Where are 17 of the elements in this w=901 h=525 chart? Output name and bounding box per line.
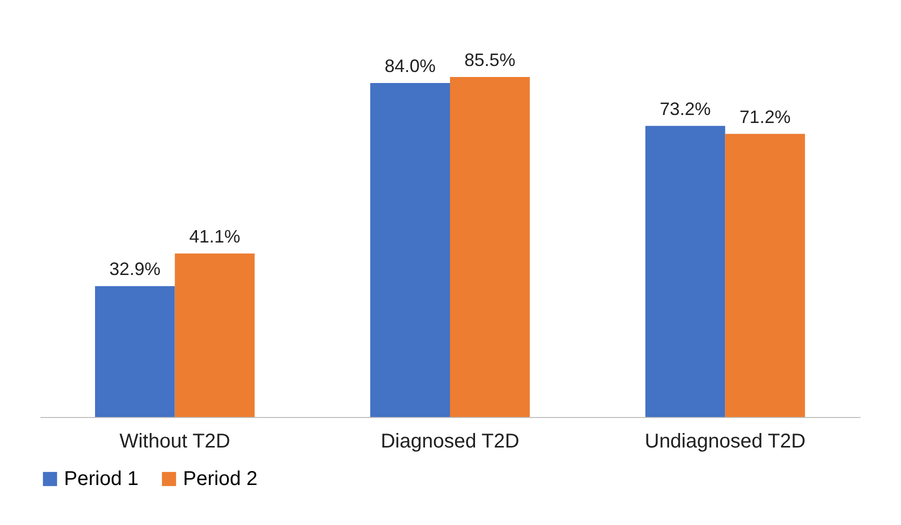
legend-label: Period 2: [183, 468, 258, 490]
bar: [645, 126, 726, 417]
data-label: 71.2%: [740, 106, 791, 127]
data-label: 32.9%: [109, 259, 160, 280]
data-label: 85.5%: [464, 50, 516, 70]
bar: [174, 254, 255, 417]
data-label: 41.1%: [189, 226, 240, 247]
data-label: 84.0%: [384, 56, 436, 76]
x-tick-label: Without T2D: [119, 430, 230, 452]
x-tick-label: Diagnosed T2D: [380, 430, 520, 452]
bar: [725, 134, 805, 417]
legend-label: Period 1: [64, 468, 138, 490]
data-label: 73.2%: [660, 98, 711, 119]
bar: [450, 77, 530, 417]
x-tick-label: Undiagnosed T2D: [644, 430, 806, 452]
bar: [370, 82, 450, 417]
bar: [95, 286, 175, 417]
